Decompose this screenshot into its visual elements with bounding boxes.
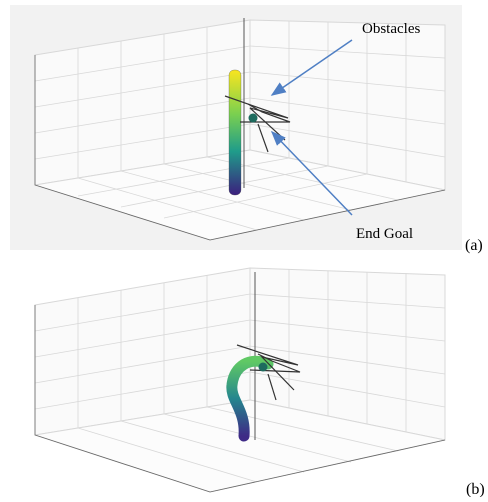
- annotation: End Goal: [356, 226, 413, 242]
- end-goal-marker: [249, 114, 258, 123]
- panel-a: Obstacles End Goal (a): [10, 5, 483, 254]
- page: {"panels": [ {"label": "(a)", "annotatio…: [0, 0, 488, 497]
- robot-arm: [229, 70, 241, 195]
- panel-label: (a): [465, 237, 483, 254]
- end-goal-marker: [259, 363, 268, 372]
- grid: [35, 268, 445, 492]
- annotation: Obstacles: [362, 21, 420, 37]
- panel-label: (b): [466, 481, 485, 497]
- panel-b: (b): [35, 268, 485, 497]
- figure: Obstacles End Goal (a) (b): [0, 0, 488, 497]
